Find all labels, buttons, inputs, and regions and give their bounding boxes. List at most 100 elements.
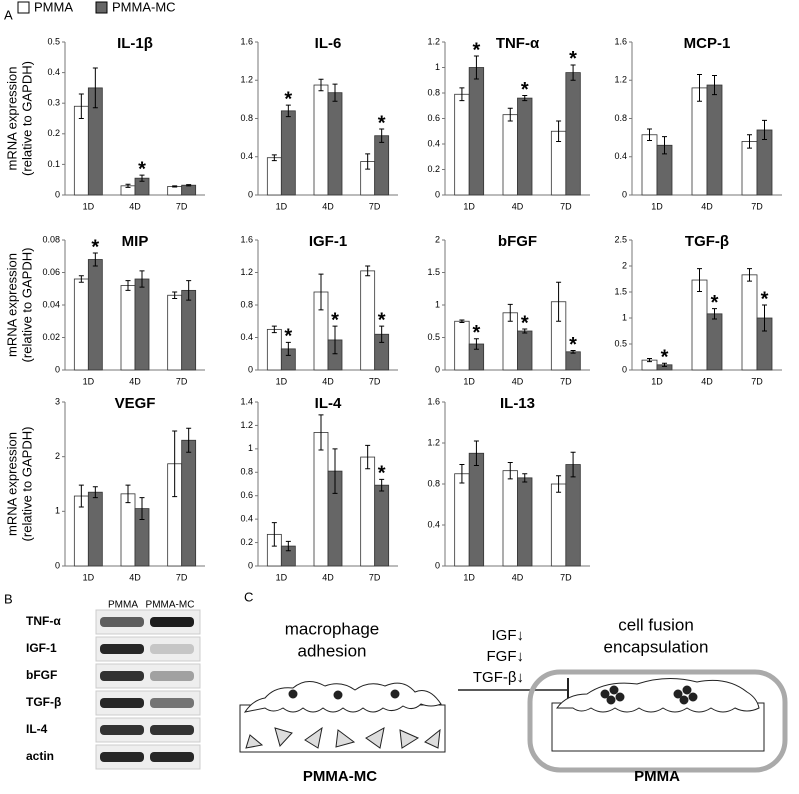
error-bar [271,522,277,547]
error-bar [125,280,131,291]
diagram [239,669,788,773]
error-bar [332,448,338,494]
bar [706,84,723,196]
error-bar [172,185,178,188]
error-bar [747,134,752,149]
x-tick-label: 1D [276,201,288,211]
x-tick-label: 1D [83,572,95,582]
band [150,725,194,735]
macrophages [243,681,442,713]
y-tick-label: 1.5 [427,267,440,277]
error-bar [647,358,652,363]
error-bar [556,475,562,493]
error-bar [271,154,277,162]
y-tick-label: 0 [435,364,440,374]
bar [87,259,103,371]
y-tick-label: 2.5 [614,234,627,244]
significance: * [138,158,146,180]
y-tick-label: 2 [55,451,60,461]
blot-column: PMMA [108,600,138,611]
y-tick-label: 0.6 [240,490,253,500]
bar [120,493,136,567]
error-bar [318,414,324,451]
bar [454,93,470,196]
chart-title: VEGF [115,395,156,412]
panel-letter: A [4,7,13,22]
diagram-text: IGF↓ [492,627,525,644]
particle [424,728,441,749]
y-tick-label: 1.2 [240,267,253,277]
y-tick-label: 3 [55,396,60,406]
x-tick-label: 7D [751,376,763,386]
diagram-text: FGF↓ [487,648,525,665]
y-tick-label: 0 [248,189,253,199]
bar [565,464,581,567]
giant-cell [556,678,760,713]
legend-label: PMMA-MC [112,0,176,14]
y-tick-label: 1 [55,506,60,516]
y-tick-label: 0.04 [42,299,60,309]
error-bar [172,291,178,299]
diagram-text: macrophage [285,619,380,638]
error-bar [332,83,338,102]
diagram-text: adhesion [297,641,366,660]
blot-row-label: IL-4 [26,722,48,736]
error-bar [712,308,717,320]
band [150,617,194,627]
blot-row-label: actin [26,749,54,763]
error-bar [271,325,277,334]
x-tick-label: 4D [322,376,334,386]
particle [335,729,356,748]
error-bar [332,325,338,355]
y-tick-label: 0.6 [427,113,440,123]
x-tick-label: 7D [369,376,381,386]
y-tick-label: 0.2 [240,537,253,547]
chart-title: TNF-α [496,35,540,52]
substrate [239,704,446,753]
error-bar [570,451,576,478]
error-bar [762,119,767,141]
particle [304,726,323,749]
band [100,752,144,762]
y-tick-label: 0.5 [427,332,440,342]
y-tick-label: 0 [435,560,440,570]
significance: * [521,312,529,334]
bar [327,92,343,196]
error-bar [556,281,562,322]
bar [73,105,89,196]
significance: * [521,79,529,101]
bar [374,135,390,196]
x-tick-label: 4D [129,201,141,211]
particle [274,727,293,747]
x-tick-label: 1D [463,376,475,386]
error-bar [318,78,324,92]
bar [313,84,329,196]
error-bar [570,64,576,81]
error-bar [662,362,667,367]
blot: TNF-α IGF-1 bFGF TGF-β IL-4 actin [26,609,201,770]
y-tick-label: 0.8 [614,113,627,123]
error-bar [285,341,291,356]
y-tick-label: 1.5 [614,286,627,296]
nuclei [600,685,698,705]
significance: * [284,326,292,348]
blot-row-label: bFGF [26,668,57,682]
x-tick-label: 7D [369,572,381,582]
error-bar [459,319,465,324]
error-bar [522,328,528,334]
significance: * [711,292,719,314]
error-bar [318,273,324,311]
error-bar [285,540,291,552]
bar [741,274,758,371]
x-tick-label: 4D [322,572,334,582]
significance: * [378,463,386,485]
y-tick-label: 1.2 [427,36,440,46]
nucleus [288,689,298,699]
y-tick-label: 0 [55,189,60,199]
bar [454,320,470,371]
significance: * [378,309,386,331]
blot-column: PMMA-MC [146,600,195,611]
y-tick-label: 1 [435,62,440,72]
diagram-text: encapsulation [604,637,709,656]
error-bar [556,120,562,142]
